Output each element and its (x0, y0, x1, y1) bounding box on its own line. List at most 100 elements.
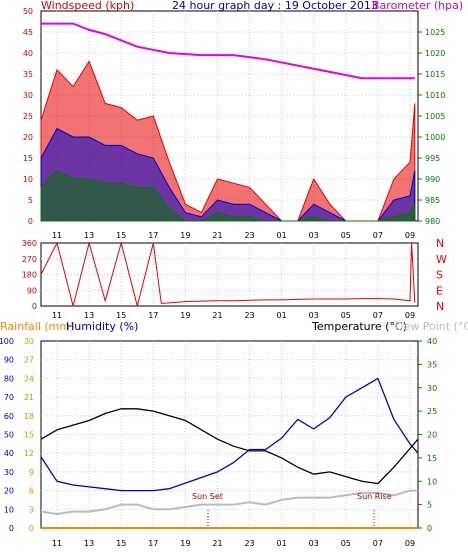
sun-markers: Sun Set Sun Rise (192, 492, 392, 528)
temperature-tick-label: 35 (427, 360, 437, 369)
time-tick-label: 23 (244, 231, 254, 240)
barometer-tick-label: 1005 (425, 112, 445, 121)
windspeed-tick-label: 0 (28, 217, 33, 226)
barometer-tick-label: 985 (425, 196, 440, 205)
barometer-tick-label: 1010 (425, 91, 445, 100)
barometer-tick-label: 1000 (425, 133, 445, 142)
rainfall-tick-label: 12 (24, 449, 34, 458)
rainfall-tick-label: 24 (24, 374, 34, 383)
time-tick-label: 09 (405, 231, 415, 240)
windspeed-tick-label: 45 (23, 28, 33, 37)
humidity-tick-label: 10 (4, 505, 14, 514)
wind-lull-line (40, 169, 416, 222)
time-tick-label: 11 (52, 231, 62, 240)
direction-tick-label: 360 (22, 239, 37, 248)
rainfall-tick-label: 6 (29, 487, 34, 496)
temp-series (40, 377, 419, 529)
time-axis-direction: 11 13 15 17 19 21 23 01 03 05 07 09 (52, 311, 415, 320)
time-tick-label: 19 (180, 311, 190, 320)
rainfall-axis: 0 3 6 9 12 15 18 21 24 27 30 (24, 337, 34, 533)
time-tick-label: 21 (212, 311, 222, 320)
humidity-tick-label: 30 (4, 468, 14, 477)
humidity-tick-label: 60 (4, 412, 14, 421)
rainfall-tick-label: 3 (29, 505, 34, 514)
windspeed-tick-label: 10 (23, 175, 33, 184)
barometer-tick-label: 995 (425, 154, 440, 163)
rainfall-tick-label: 27 (24, 356, 34, 365)
time-tick-label: 09 (405, 311, 415, 320)
direction-tick-label: 180 (22, 271, 37, 280)
time-tick-label: 13 (84, 231, 94, 240)
time-tick-label: 17 (148, 311, 158, 320)
windspeed-tick-label: 35 (23, 70, 33, 79)
windspeed-title: Windspeed (kph) (41, 0, 134, 12)
dewpoint-title: Dew Point (°C) (395, 320, 468, 333)
rainfall-tick-label: 9 (29, 468, 34, 477)
windspeed-tick-label: 25 (23, 112, 33, 121)
time-tick-label: 19 (180, 539, 190, 548)
windspeed-tick-label: 40 (23, 49, 33, 58)
temp-panel-frame (40, 340, 419, 529)
temperature-tick-label: 20 (427, 431, 437, 440)
time-tick-label: 01 (277, 539, 287, 548)
windspeed-tick-label: 20 (23, 133, 33, 142)
wind-direction-line (40, 241, 416, 307)
compass-letter: E (436, 284, 443, 297)
wind-panel: 0 5 10 15 20 25 30 35 40 45 50 980 985 990 995 1000 100… (23, 7, 446, 226)
temp-panel-grid (41, 341, 418, 528)
time-tick-label: 03 (309, 231, 319, 240)
time-tick-label: 17 (148, 231, 158, 240)
humidity-tick-label: 50 (4, 431, 14, 440)
barometer-tick-label: 990 (425, 175, 440, 184)
sunset-label: Sun Set (192, 492, 223, 501)
rainfall-tick-label: 15 (24, 431, 34, 440)
humidity-line (40, 377, 419, 492)
humidity-tick-label: 20 (4, 487, 14, 496)
temperature-title: Temperature (°C) (311, 320, 407, 333)
temperature-tick-label: 40 (427, 337, 437, 346)
windspeed-tick-label: 50 (23, 7, 33, 16)
windspeed-tick-label: 15 (23, 154, 33, 163)
time-axis-wind: 11 13 15 17 19 21 23 01 03 05 07 09 (52, 231, 415, 240)
time-tick-label: 19 (180, 231, 190, 240)
time-tick-label: 03 (309, 539, 319, 548)
barometer-tick-label: 1020 (425, 49, 445, 58)
time-tick-label: 15 (116, 231, 126, 240)
compass-letter: N (436, 300, 444, 313)
compass-letter: N (436, 237, 444, 250)
temperature-tick-label: 5 (427, 501, 432, 510)
time-tick-label: 03 (309, 311, 319, 320)
graph-date-title: 24 hour graph day : 19 October 2013 (172, 0, 378, 12)
windspeed-tick-label: 30 (23, 91, 33, 100)
time-tick-label: 21 (212, 231, 222, 240)
time-tick-label: 05 (341, 539, 351, 548)
barometer-title: Barometer (hpa) (372, 0, 463, 12)
humidity-tick-label: 100 (0, 337, 14, 346)
time-tick-label: 15 (116, 311, 126, 320)
time-tick-label: 23 (244, 311, 254, 320)
direction-tick-label: 270 (22, 255, 37, 264)
time-tick-label: 05 (341, 311, 351, 320)
time-tick-label: 13 (84, 539, 94, 548)
compass-letter: S (436, 269, 443, 282)
humidity-tick-label: 0 (9, 524, 14, 533)
windspeed-axis: 0 5 10 15 20 25 30 35 40 45 50 (23, 7, 33, 226)
barometer-tick-label: 1025 (425, 28, 445, 37)
time-tick-label: 01 (277, 231, 287, 240)
barometer-tick-label: 980 (425, 217, 440, 226)
time-tick-label: 17 (148, 539, 158, 548)
direction-axis: 0 90 180 270 360 (22, 239, 37, 311)
sunrise-label: Sun Rise (357, 492, 392, 501)
rainfall-tick-label: 18 (24, 412, 34, 421)
time-tick-label: 05 (341, 231, 351, 240)
direction-series (40, 241, 416, 307)
temperature-axis: 0 5 10 15 20 25 30 35 40 (418, 337, 437, 533)
windspeed-tick-label: 5 (28, 196, 33, 205)
temperature-tick-label: 25 (427, 407, 437, 416)
direction-tick-label: 0 (32, 302, 37, 311)
direction-tick-label: 90 (27, 286, 37, 295)
